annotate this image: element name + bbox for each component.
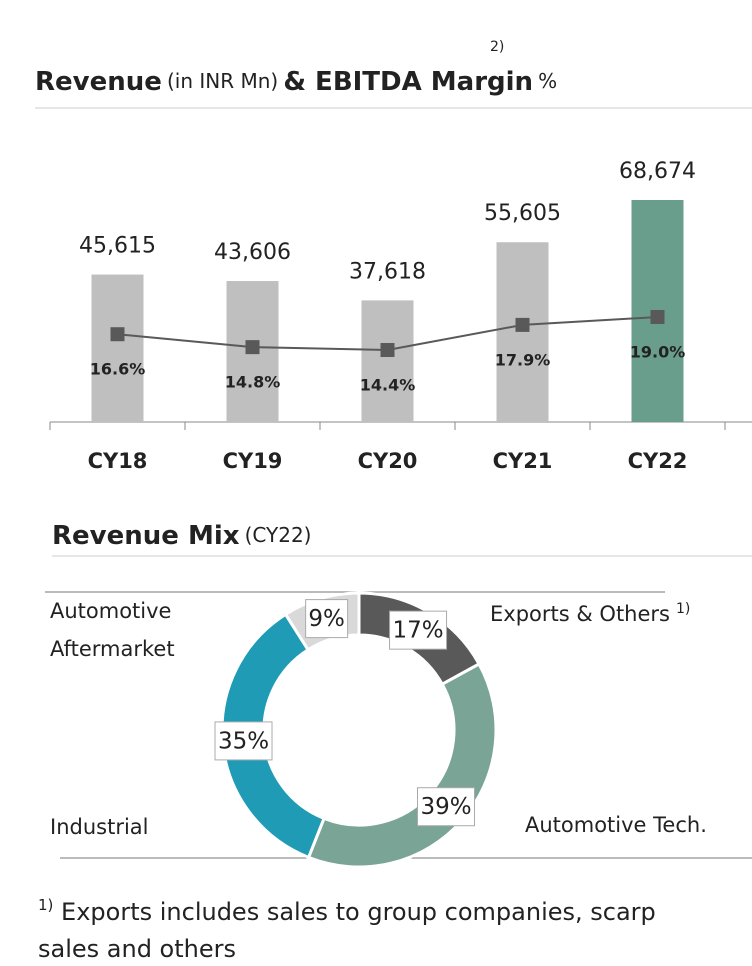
line-marker	[245, 340, 260, 355]
chart-title: Revenue Mix (CY22)	[52, 521, 311, 551]
title-note: 2)	[490, 39, 504, 55]
value-label-box	[389, 610, 448, 650]
donut-slice	[306, 661, 498, 869]
category-note: 1)	[676, 601, 690, 617]
category-label: Automotive Tech.	[525, 813, 707, 837]
line-label: 16.6%	[90, 360, 146, 379]
value-label: 39%	[420, 794, 471, 820]
marks: 45,615 CY18 43,606 CY19 37,618 CY20 55,605 CY21…	[49, 159, 726, 869]
footnote-mark: 1)	[38, 896, 53, 914]
category-label: Automotive Aftermarket	[50, 599, 175, 661]
chart-title: Revenue (in INR Mn) & EBITDA Margin %	[35, 67, 557, 97]
x-tick-label: CY18	[88, 449, 148, 473]
category-label: Exports & Others	[490, 602, 670, 626]
value-label: 9%	[308, 606, 345, 632]
subtitle: (CY22)	[245, 523, 312, 547]
value-label: 17%	[392, 618, 443, 644]
line-label: 14.4%	[360, 376, 416, 395]
value-label-box	[305, 599, 349, 639]
footnote: 1) Exports includes sales to group compa…	[38, 890, 656, 926]
category-label: Industrial	[50, 815, 149, 839]
bar	[496, 242, 549, 422]
value-label: 43,606	[214, 240, 291, 265]
footnote-text: Exports includes sales to group companie…	[61, 898, 656, 926]
category-label-line: Automotive	[50, 599, 171, 623]
title-part: (in INR Mn)	[167, 69, 278, 93]
value-label: 35%	[218, 728, 269, 754]
value-label: 37,618	[349, 259, 426, 284]
x-tick-label: CY22	[628, 449, 688, 473]
value-label: 55,605	[484, 201, 561, 226]
value-label: 45,615	[79, 234, 156, 259]
line-marker	[650, 310, 665, 324]
bar	[361, 300, 414, 422]
footnote-text: sales and others	[38, 935, 236, 963]
x-tick-label: CY21	[493, 449, 553, 473]
x-tick-label: CY19	[223, 449, 283, 473]
line-label: 19.0%	[630, 343, 686, 362]
category-label-line: Aftermarket	[50, 637, 175, 661]
title-part: Revenue	[35, 67, 162, 97]
donut-slice	[220, 612, 326, 860]
x-tick-label: CY20	[358, 449, 418, 473]
title-part: Revenue Mix	[52, 521, 240, 551]
line-marker	[515, 317, 530, 332]
line-marker	[380, 343, 395, 357]
value-label-box	[214, 721, 273, 761]
title-part: %	[538, 69, 557, 93]
line-marker	[110, 327, 125, 342]
bar	[91, 274, 144, 422]
value-label-box	[417, 787, 476, 827]
title-part: & EBITDA Margin	[283, 67, 533, 97]
line-label: 14.8%	[225, 373, 281, 392]
line-label: 17.9%	[495, 350, 551, 369]
value-label: 68,674	[619, 159, 696, 184]
